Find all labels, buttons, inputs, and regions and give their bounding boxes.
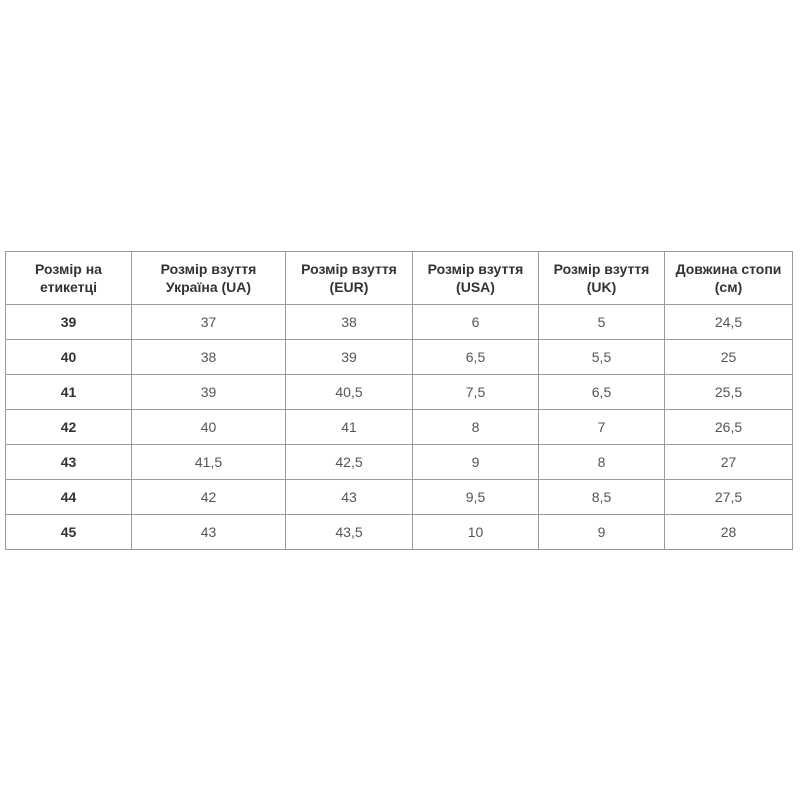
- table-cell: 39: [5, 304, 132, 340]
- table-cell: 5,5: [538, 339, 665, 375]
- table-cell: 10: [412, 514, 539, 550]
- header-row: Розмір на етикетці Розмір взуття Україна …: [5, 251, 793, 305]
- table-row: 44 42 43 9,5 8,5 27,5: [5, 479, 793, 515]
- table-row: 43 41,5 42,5 9 8 27: [5, 444, 793, 480]
- table-cell: 42,5: [285, 444, 413, 480]
- table-cell: 40: [131, 409, 286, 445]
- table-cell: 44: [5, 479, 132, 515]
- table-cell: 25: [664, 339, 793, 375]
- table-cell: 9: [412, 444, 539, 480]
- size-chart-table: Розмір на етикетці Розмір взуття Україна …: [5, 251, 793, 550]
- column-header: Розмір взуття (USA): [412, 251, 539, 305]
- table-cell: 27,5: [664, 479, 793, 515]
- table-cell: 9,5: [412, 479, 539, 515]
- column-header: Розмір взуття (EUR): [285, 251, 413, 305]
- table-cell: 45: [5, 514, 132, 550]
- table-cell: 9: [538, 514, 665, 550]
- column-header: Розмір взуття Україна (UA): [131, 251, 286, 305]
- table-row: 40 38 39 6,5 5,5 25: [5, 339, 793, 375]
- table-cell: 43: [285, 479, 413, 515]
- table-row: 45 43 43,5 10 9 28: [5, 514, 793, 550]
- table-cell: 27: [664, 444, 793, 480]
- column-header: Розмір на етикетці: [5, 251, 132, 305]
- table-cell: 6,5: [538, 374, 665, 410]
- table-cell: 43,5: [285, 514, 413, 550]
- table-cell: 43: [5, 444, 132, 480]
- table-cell: 6,5: [412, 339, 539, 375]
- table-cell: 24,5: [664, 304, 793, 340]
- table-cell: 41,5: [131, 444, 286, 480]
- table-cell: 26,5: [664, 409, 793, 445]
- table-cell: 40,5: [285, 374, 413, 410]
- table-cell: 8: [412, 409, 539, 445]
- table-cell: 28: [664, 514, 793, 550]
- table-cell: 7: [538, 409, 665, 445]
- table-cell: 7,5: [412, 374, 539, 410]
- table-cell: 39: [131, 374, 286, 410]
- table-cell: 41: [5, 374, 132, 410]
- table-cell: 42: [131, 479, 286, 515]
- table-cell: 41: [285, 409, 413, 445]
- table-cell: 42: [5, 409, 132, 445]
- table-row: 41 39 40,5 7,5 6,5 25,5: [5, 374, 793, 410]
- table-cell: 38: [131, 339, 286, 375]
- table-cell: 43: [131, 514, 286, 550]
- table-cell: 8,5: [538, 479, 665, 515]
- table-cell: 8: [538, 444, 665, 480]
- table-cell: 5: [538, 304, 665, 340]
- table-row: 39 37 38 6 5 24,5: [5, 304, 793, 340]
- table-cell: 6: [412, 304, 539, 340]
- table-row: 42 40 41 8 7 26,5: [5, 409, 793, 445]
- table-cell: 25,5: [664, 374, 793, 410]
- table-cell: 37: [131, 304, 286, 340]
- table-cell: 40: [5, 339, 132, 375]
- column-header: Розмір взуття (UK): [538, 251, 665, 305]
- column-header: Довжина стопи (см): [664, 251, 793, 305]
- table-cell: 39: [285, 339, 413, 375]
- table-cell: 38: [285, 304, 413, 340]
